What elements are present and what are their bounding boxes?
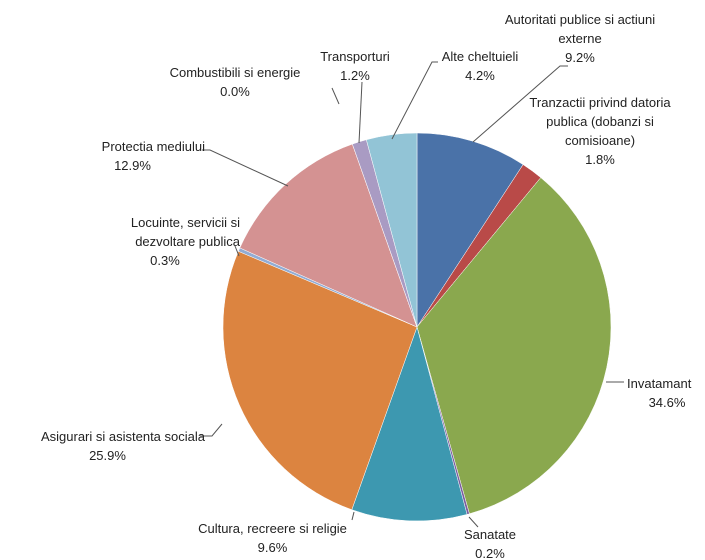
category-name: Sanatate: [463, 527, 517, 542]
slice-label: Alte cheltuieli 4.2%: [430, 47, 530, 85]
slice-label: Autoritati publice si actiuni externe 9.2…: [485, 10, 675, 67]
value-label: 0.3%: [150, 253, 180, 268]
slice-label: Combustibili si energie 0.0%: [150, 63, 320, 101]
leader-line: [200, 423, 223, 437]
leader-line: [472, 65, 568, 143]
category-name: Locuinte, servicii si dezvoltare publica: [130, 215, 240, 249]
slice-label: Invatamant 34.6%: [627, 374, 705, 412]
pie-slice: [416, 177, 612, 515]
value-label: 1.2%: [340, 68, 370, 83]
leader-line: [358, 81, 363, 144]
leader-line: [468, 516, 479, 528]
category-name: Cultura, recreere si religie: [198, 521, 347, 536]
category-name: Transporturi: [320, 49, 390, 64]
pie-slice: [366, 132, 418, 328]
category-name: Combustibili si energie: [169, 65, 301, 80]
pie-slice: [416, 132, 524, 328]
slice-label: Sanatate 0.2%: [455, 525, 525, 560]
leader-line: [234, 245, 240, 257]
value-label: 1.8%: [585, 152, 615, 167]
leader-line: [391, 61, 438, 140]
value-label: 9.2%: [565, 50, 595, 65]
category-name: Tranzactii privind datoria publica (doba…: [529, 95, 671, 148]
value-label: 4.2%: [465, 68, 495, 83]
value-label: 0.2%: [475, 546, 505, 560]
leader-line: [331, 87, 340, 105]
value-label: 9.6%: [257, 540, 288, 555]
pie-slice: [351, 326, 468, 522]
leader-line: [351, 511, 355, 521]
slice-label: Tranzactii privind datoria publica (doba…: [520, 93, 680, 169]
category-name: Asigurari si asistenta sociala: [40, 429, 205, 444]
value-label: 12.9%: [114, 158, 151, 173]
slice-label: Asigurari si asistenta sociala 25.9%: [10, 427, 205, 465]
category-name: Autoritati publice si actiuni externe: [504, 12, 656, 46]
category-name: Invatamant: [627, 376, 692, 391]
leader-line: [202, 149, 289, 187]
category-name: Protectia mediului: [101, 139, 205, 154]
slice-label: Transporturi 1.2%: [305, 47, 405, 85]
slice-label: Locuinte, servicii si dezvoltare publica…: [90, 213, 240, 270]
slice-label: Cultura, recreere si religie 9.6%: [180, 519, 365, 557]
slice-label: Protectia mediului 12.9%: [60, 137, 205, 175]
value-label: 34.6%: [648, 395, 686, 410]
category-name: Alte cheltuieli: [441, 49, 519, 64]
pie-slice: [222, 250, 418, 511]
value-label: 25.9%: [89, 448, 126, 463]
value-label: 0.0%: [220, 84, 250, 99]
